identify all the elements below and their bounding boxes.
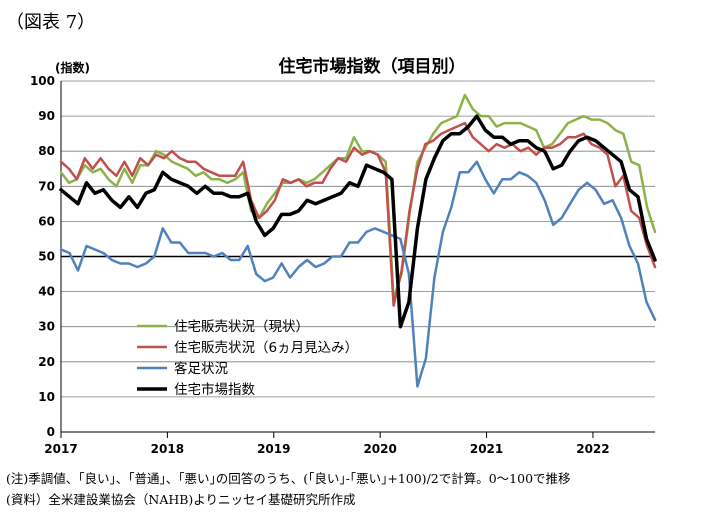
legend-label: 住宅販売状況（6ヵ月見込み）: [174, 340, 358, 356]
notes: (注)季調値、｢良い｣、｢普通｣、｢悪い｣の回答のうち、(｢良い｣-｢悪い｣+1…: [6, 468, 571, 510]
y-axis-label: (指数): [55, 60, 90, 75]
x-tick-label: 2021: [470, 442, 503, 456]
x-tick-label: 2017: [44, 442, 77, 456]
legend-label: 住宅販売状況（現状）: [174, 319, 309, 335]
series-line-4: [59, 114, 657, 329]
y-tick-label: 50: [38, 250, 55, 264]
y-tick-label: 0: [47, 425, 55, 439]
source-text: (資料）全米建設業協会（NAHB)よりニッセイ基礎研究所作成: [6, 492, 356, 507]
gridlines: [61, 80, 655, 398]
series-lines: [59, 93, 657, 388]
x-tick-label: 2019: [257, 442, 290, 456]
y-tick-label: 20: [38, 355, 55, 369]
line-chart: 2017 2018 2019 2020 2021 2022 0 10 20 30 40 50 60 70…: [30, 56, 657, 456]
note-text: (注)季調値、｢良い｣、｢普通｣、｢悪い｣の回答のうち、(｢良い｣-｢悪い｣+1…: [6, 471, 571, 486]
y-tick-label: 70: [38, 179, 55, 193]
series-line-2: [59, 121, 657, 307]
figure-label: （図表 7）: [6, 12, 96, 33]
x-tick-label: 2022: [576, 442, 609, 456]
y-tick-label: 100: [30, 74, 55, 88]
y-tick-label: 60: [38, 214, 55, 228]
y-tick-label: 80: [38, 144, 55, 158]
x-axis: 2017 2018 2019 2020 2021 2022: [44, 431, 655, 456]
legend-label: 住宅市場指数: [174, 381, 255, 398]
y-tick-label: 90: [38, 109, 55, 123]
y-axis: 0 10 20 30 40 50 60 70 80 90 100: [30, 74, 62, 439]
y-tick-label: 10: [38, 390, 55, 404]
legend-label: 客足状況: [174, 360, 228, 377]
series-line-1: [59, 93, 657, 300]
x-tick-label: 2020: [363, 442, 396, 456]
y-tick-label: 30: [38, 320, 55, 334]
series-line-3: [59, 160, 657, 388]
y-tick-label: 40: [38, 285, 55, 299]
chart-title: 住宅市場指数（項目別）: [279, 56, 466, 77]
x-tick-label: 2018: [151, 442, 184, 456]
chart-container: 2017 2018 2019 2020 2021 2022 0 10 20 30 40 50 60 70…: [30, 56, 657, 456]
